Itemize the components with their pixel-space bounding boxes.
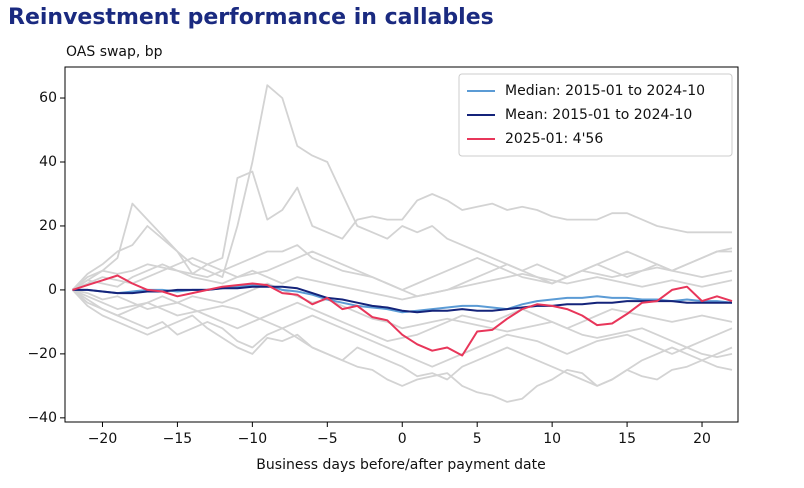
line bbox=[72, 289, 733, 387]
line bbox=[72, 170, 732, 291]
x-tick-label: −5 bbox=[317, 431, 338, 447]
legend-label: Median: 2015-01 to 2024-10 bbox=[505, 83, 705, 99]
line bbox=[72, 282, 733, 358]
line bbox=[72, 284, 733, 314]
x-tick-label: 10 bbox=[543, 431, 561, 447]
line bbox=[71, 289, 733, 342]
x-tick-label: 20 bbox=[693, 431, 711, 447]
line bbox=[72, 289, 733, 368]
x-tick-label: −20 bbox=[88, 431, 118, 447]
y-tick-label: 60 bbox=[39, 90, 57, 106]
legend-label: 2025-01: 4'56 bbox=[505, 131, 603, 147]
line bbox=[72, 285, 732, 314]
legend-box bbox=[458, 73, 733, 157]
x-tick-label: 15 bbox=[618, 431, 636, 447]
y-tick-label: 20 bbox=[39, 218, 57, 234]
y-tick-label: −20 bbox=[27, 346, 57, 362]
x-tick-label: −15 bbox=[163, 431, 193, 447]
y-tick-label: −40 bbox=[27, 410, 57, 426]
line bbox=[71, 244, 733, 298]
line bbox=[72, 263, 733, 301]
legend-label: Mean: 2015-01 to 2024-10 bbox=[505, 107, 692, 123]
y-tick-label: 40 bbox=[39, 154, 57, 170]
line bbox=[72, 274, 733, 357]
chart-title: Reinvestment performance in callables bbox=[8, 5, 494, 30]
y-tick-label: 0 bbox=[48, 282, 57, 298]
x-axis-label: Business days before/after payment date bbox=[256, 457, 545, 473]
plot-frame bbox=[64, 66, 739, 423]
line bbox=[71, 289, 733, 403]
y-axis-label: OAS swap, bp bbox=[66, 44, 163, 60]
x-tick-label: −10 bbox=[238, 431, 268, 447]
line bbox=[72, 247, 733, 291]
x-tick-label: 5 bbox=[473, 431, 482, 447]
x-tick-label: 0 bbox=[398, 431, 407, 447]
